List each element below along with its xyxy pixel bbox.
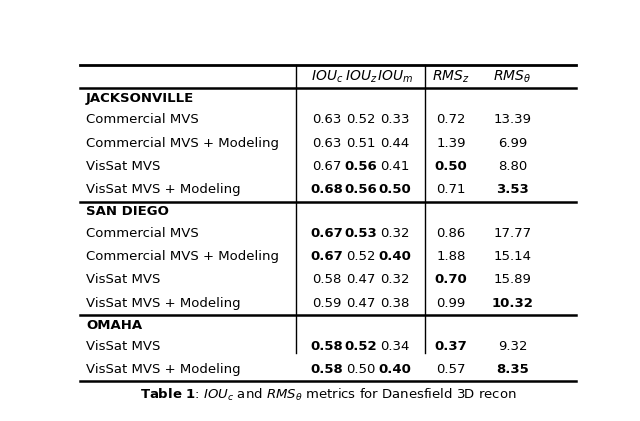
Text: OMAHA: OMAHA <box>86 319 142 332</box>
Text: Commercial MVS + Modeling: Commercial MVS + Modeling <box>86 137 279 150</box>
Text: 0.51: 0.51 <box>346 137 376 150</box>
Text: Commercial MVS + Modeling: Commercial MVS + Modeling <box>86 250 279 263</box>
Text: 0.52: 0.52 <box>346 250 376 263</box>
Text: 0.37: 0.37 <box>435 340 467 353</box>
Text: 0.53: 0.53 <box>344 226 377 240</box>
Text: 0.71: 0.71 <box>436 184 466 197</box>
Text: $\mathit{IOU}_z$: $\mathit{IOU}_z$ <box>344 69 377 85</box>
Text: $\mathit{RMS}_\theta$: $\mathit{RMS}_\theta$ <box>493 69 532 85</box>
Text: 9.32: 9.32 <box>498 340 527 353</box>
Text: 0.58: 0.58 <box>312 273 342 286</box>
Text: 3.53: 3.53 <box>496 184 529 197</box>
Text: 0.59: 0.59 <box>312 297 342 310</box>
Text: 0.47: 0.47 <box>346 297 376 310</box>
Text: 0.63: 0.63 <box>312 113 342 126</box>
Text: 6.99: 6.99 <box>498 137 527 150</box>
Text: 0.63: 0.63 <box>312 137 342 150</box>
Text: 0.38: 0.38 <box>380 297 410 310</box>
Text: 0.58: 0.58 <box>310 340 344 353</box>
Text: 0.50: 0.50 <box>346 363 376 376</box>
Text: $\mathit{IOU}_m$: $\mathit{IOU}_m$ <box>377 69 413 85</box>
Text: $\mathit{IOU}_c$: $\mathit{IOU}_c$ <box>311 69 343 85</box>
Text: 0.32: 0.32 <box>380 273 410 286</box>
Text: 0.56: 0.56 <box>344 184 377 197</box>
Text: 0.70: 0.70 <box>435 273 467 286</box>
Text: 0.58: 0.58 <box>310 363 344 376</box>
Text: 0.34: 0.34 <box>380 340 410 353</box>
Text: VisSat MVS + Modeling: VisSat MVS + Modeling <box>86 297 241 310</box>
Text: 0.40: 0.40 <box>378 363 412 376</box>
Text: VisSat MVS: VisSat MVS <box>86 273 161 286</box>
Text: 0.57: 0.57 <box>436 363 466 376</box>
Text: 1.88: 1.88 <box>436 250 466 263</box>
Text: 0.50: 0.50 <box>435 160 467 173</box>
Text: 0.32: 0.32 <box>380 226 410 240</box>
Text: 15.89: 15.89 <box>493 273 531 286</box>
Text: 13.39: 13.39 <box>493 113 531 126</box>
Text: JACKSONVILLE: JACKSONVILLE <box>86 92 194 105</box>
Text: 0.33: 0.33 <box>380 113 410 126</box>
Text: 0.67: 0.67 <box>312 160 342 173</box>
Text: VisSat MVS + Modeling: VisSat MVS + Modeling <box>86 184 241 197</box>
Text: 0.50: 0.50 <box>379 184 412 197</box>
Text: 0.67: 0.67 <box>310 226 344 240</box>
Text: SAN DIEGO: SAN DIEGO <box>86 205 169 218</box>
Text: 15.14: 15.14 <box>493 250 531 263</box>
Text: Commercial MVS: Commercial MVS <box>86 113 198 126</box>
Text: 0.72: 0.72 <box>436 113 466 126</box>
Text: 0.99: 0.99 <box>436 297 466 310</box>
Text: 1.39: 1.39 <box>436 137 466 150</box>
Text: $\mathit{RMS}_z$: $\mathit{RMS}_z$ <box>432 69 470 85</box>
Text: $\mathbf{Table\ 1}$: $\mathit{IOU}_c$ and $\mathit{RMS}_\theta$ metrics for Dane: $\mathbf{Table\ 1}$: $\mathit{IOU}_c$ an… <box>140 387 516 403</box>
Text: 0.44: 0.44 <box>380 137 410 150</box>
Text: Commercial MVS: Commercial MVS <box>86 226 198 240</box>
Text: 0.40: 0.40 <box>378 250 412 263</box>
Text: VisSat MVS + Modeling: VisSat MVS + Modeling <box>86 363 241 376</box>
Text: 0.52: 0.52 <box>344 340 377 353</box>
Text: 0.86: 0.86 <box>436 226 466 240</box>
Text: 10.32: 10.32 <box>492 297 534 310</box>
Text: 0.47: 0.47 <box>346 273 376 286</box>
Text: 0.41: 0.41 <box>380 160 410 173</box>
Text: 0.67: 0.67 <box>310 250 344 263</box>
Text: 0.68: 0.68 <box>310 184 344 197</box>
Text: VisSat MVS: VisSat MVS <box>86 160 161 173</box>
Text: VisSat MVS: VisSat MVS <box>86 340 161 353</box>
Text: 8.80: 8.80 <box>498 160 527 173</box>
Text: 8.35: 8.35 <box>496 363 529 376</box>
Text: 0.52: 0.52 <box>346 113 376 126</box>
Text: 0.56: 0.56 <box>344 160 377 173</box>
Text: 17.77: 17.77 <box>493 226 532 240</box>
